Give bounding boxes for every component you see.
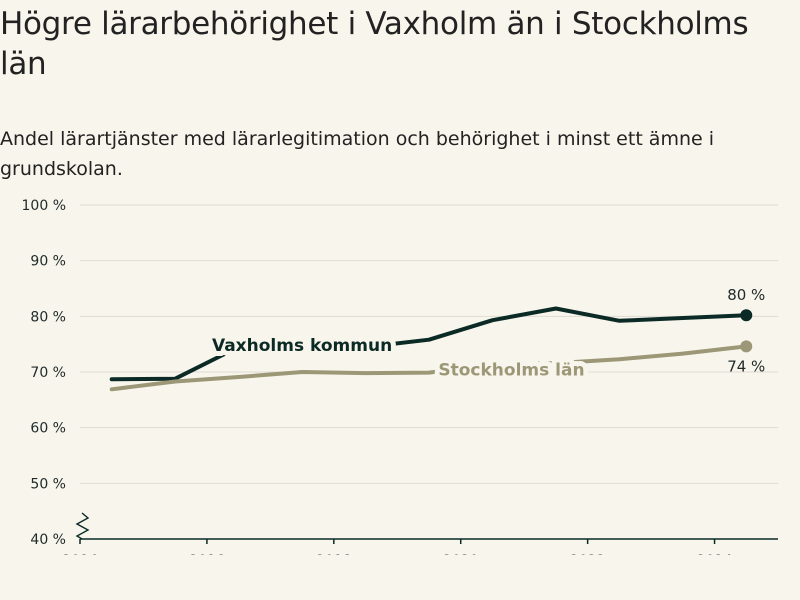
y-tick-label: 70 % [30,365,66,381]
axis-break-icon [75,512,90,540]
series-lines: Vaxholms kommun 80 % Stockholms län 74 % [109,286,765,392]
y-tick-label: 50 % [30,476,66,492]
y-tick-label: 80 % [30,309,66,325]
x-tick-label: 2014 [62,553,98,555]
series-end-point-1 [740,340,753,353]
y-tick-label: 90 % [30,254,66,270]
series-end-label-0: 80 % [727,286,765,304]
x-tick-label: 2016 [189,553,225,555]
grid-lines [80,204,778,484]
series-label-1: Stockholms län [438,360,584,380]
y-tick-label: 40 % [30,532,66,548]
x-axis-ticks: 2014 2016 2018 2020 2022 2024 [62,553,732,555]
y-tick-label: 60 % [30,421,66,437]
x-tick-label: 2024 [697,553,733,555]
chart-title: Högre lärarbehörighet i Vaxholm än i Sto… [0,6,749,82]
series-label-0: Vaxholms kommun [212,336,392,356]
x-tick-label: 2018 [316,553,352,555]
chart-subtitle: Andel lärartjänster med lärarlegitimatio… [0,128,715,180]
x-axis [75,512,778,544]
line-chart: 40 %50 %60 %70 %80 %90 %100 % 2014201620… [22,198,778,555]
y-tick-label: 100 % [22,198,66,214]
y-axis-ticks: 40 % 50 % 60 % 70 % 80 % 90 % 100 % [22,198,66,548]
x-tick-label: 2022 [570,553,606,555]
series-end-label-1: 74 % [727,357,765,375]
series-line-1 [109,344,749,392]
series-end-point-0 [740,309,753,322]
series-line-0 [109,306,749,382]
x-tick-label: 2020 [443,553,479,555]
